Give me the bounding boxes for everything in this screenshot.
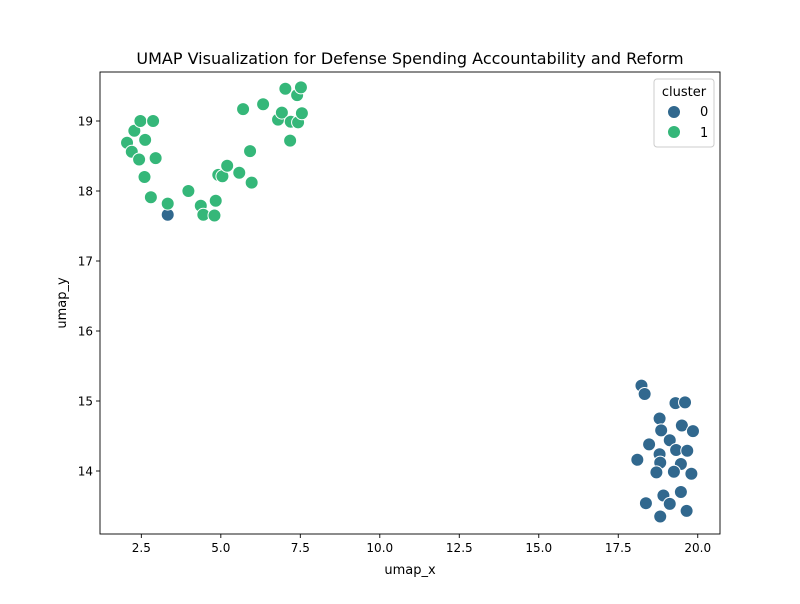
y-tick-label: 18 — [78, 185, 93, 199]
data-point-cluster-0 — [642, 437, 657, 452]
x-tick-label: 7.5 — [291, 541, 310, 555]
plot-frame — [99, 71, 721, 535]
y-tick-label: 19 — [78, 115, 93, 129]
data-point-cluster-0 — [666, 464, 681, 479]
data-point-cluster-0 — [649, 465, 664, 480]
data-point-cluster-1 — [283, 133, 298, 148]
legend-label-cluster-1: 1 — [700, 126, 708, 141]
data-point-cluster-1 — [278, 81, 293, 96]
y-axis-ticks: 14 15 16 17 18 19 — [78, 115, 100, 479]
x-axis-label: umap_x — [384, 563, 436, 578]
legend-title: cluster — [662, 85, 707, 100]
data-point-cluster-1 — [160, 196, 175, 211]
legend-marker-cluster-1 — [667, 125, 681, 139]
data-point-cluster-0 — [662, 496, 677, 511]
plot-area — [100, 72, 720, 534]
data-point-cluster-1 — [244, 175, 259, 190]
data-point-cluster-1 — [133, 114, 148, 128]
data-point-cluster-1 — [243, 144, 258, 159]
data-point-cluster-1 — [138, 132, 153, 147]
x-tick-label: 17.5 — [605, 541, 632, 555]
data-point-cluster-0 — [654, 423, 669, 438]
data-point-cluster-1 — [146, 114, 161, 128]
data-point-cluster-1 — [148, 151, 163, 166]
data-point-cluster-0 — [637, 387, 652, 401]
data-point-cluster-1 — [143, 190, 158, 205]
y-tick-label: 16 — [78, 325, 93, 339]
x-tick-label: 12.5 — [446, 541, 473, 555]
y-tick-label: 17 — [78, 255, 93, 269]
chart-title: UMAP Visualization for Defense Spending … — [136, 49, 683, 68]
x-tick-label: 10.0 — [366, 541, 393, 555]
y-tick-label: 14 — [78, 465, 93, 479]
data-point-cluster-1 — [207, 208, 222, 223]
data-point-cluster-0 — [662, 433, 677, 448]
x-tick-label: 5.0 — [211, 541, 230, 555]
data-point-cluster-1 — [236, 102, 251, 117]
data-point-cluster-0 — [652, 411, 667, 426]
legend-label-cluster-0: 0 — [700, 105, 708, 120]
legend: cluster 0 1 — [653, 78, 715, 148]
data-point-cluster-1 — [256, 97, 271, 112]
data-point-cluster-1 — [232, 165, 247, 180]
data-point-cluster-0 — [679, 503, 694, 518]
legend-marker-cluster-0 — [667, 105, 681, 119]
x-tick-label: 20.0 — [684, 541, 711, 555]
data-point-cluster-0 — [673, 485, 688, 499]
data-point-cluster-1 — [220, 158, 235, 173]
data-point-cluster-1 — [208, 193, 223, 208]
data-point-cluster-0 — [653, 509, 668, 524]
points-layer — [120, 80, 700, 524]
data-point-cluster-1 — [132, 152, 147, 167]
data-point-cluster-1 — [293, 80, 308, 95]
x-tick-label: 15.0 — [525, 541, 552, 555]
x-tick-label: 2.5 — [132, 541, 151, 555]
data-point-cluster-1 — [137, 170, 152, 184]
data-point-cluster-0 — [684, 466, 699, 481]
data-point-cluster-1 — [274, 105, 289, 120]
data-point-cluster-1 — [294, 106, 309, 121]
data-point-cluster-0 — [678, 395, 693, 410]
data-point-cluster-0 — [630, 452, 645, 467]
y-tick-label: 15 — [78, 395, 93, 409]
y-axis-label: umap_y — [55, 277, 70, 329]
data-point-cluster-1 — [181, 184, 196, 198]
x-axis-ticks: 2.5 5.0 7.5 10.0 12.5 15.0 17.5 20.0 — [132, 534, 711, 555]
data-point-cluster-0 — [638, 496, 653, 511]
data-point-cluster-0 — [674, 418, 689, 433]
data-point-cluster-0 — [680, 443, 695, 458]
data-point-cluster-0 — [685, 424, 700, 439]
